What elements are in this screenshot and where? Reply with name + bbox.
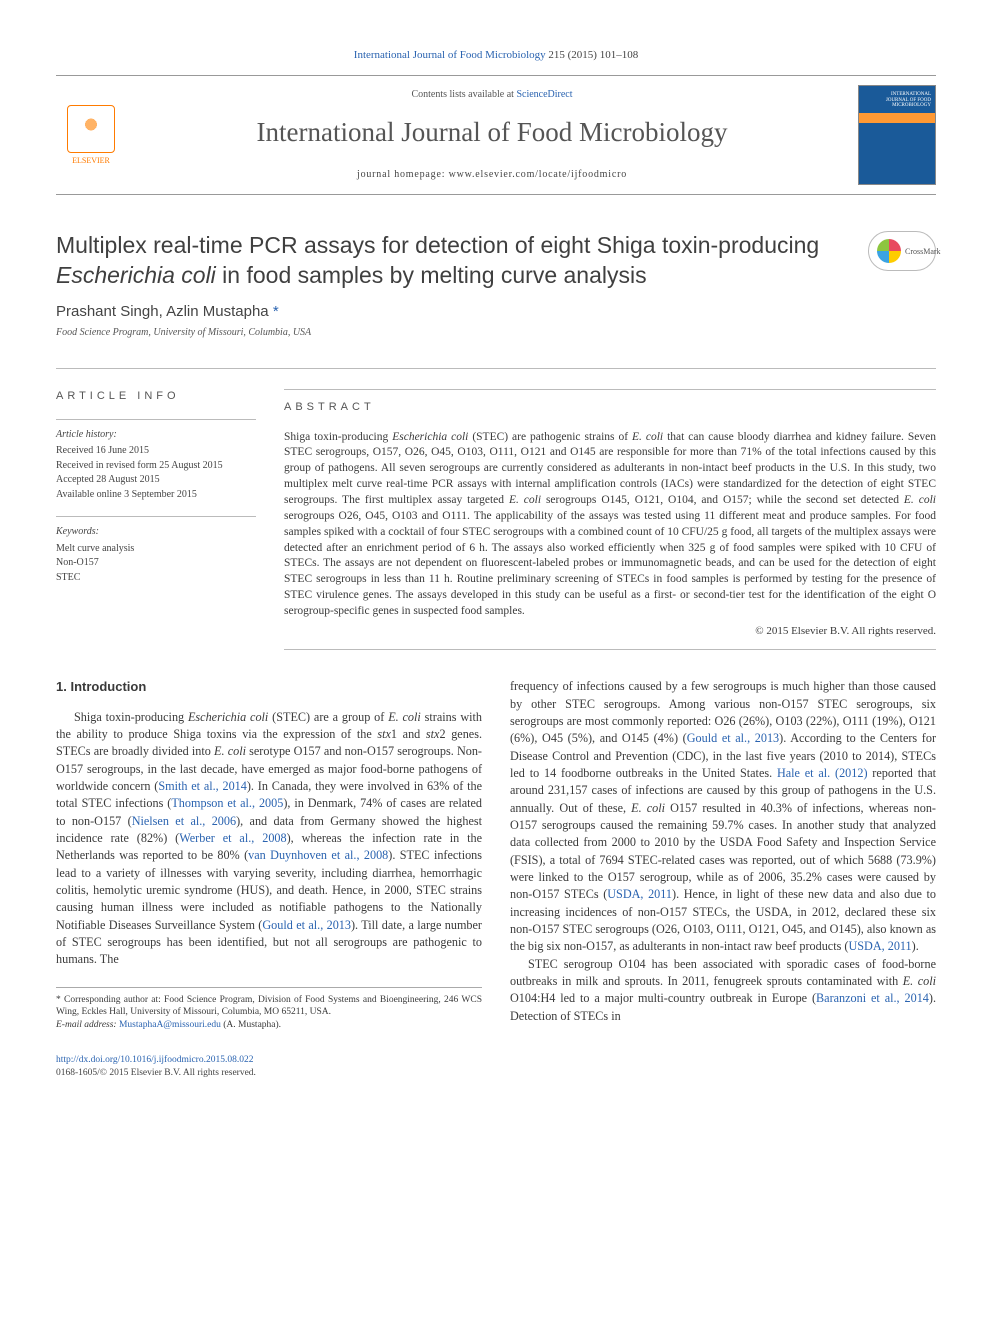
title-pre: Multiplex real-time PCR assays for detec… [56, 232, 819, 258]
email-line: E-mail address: MustaphaA@missouri.edu (… [56, 1019, 482, 1032]
ref-vanduynhoven-2008[interactable]: van Duynhoven et al., 2008 [248, 848, 388, 862]
homepage-url[interactable]: www.elsevier.com/locate/ijfoodmicro [449, 169, 627, 180]
ref-gould-2013a[interactable]: Gould et al., 2013 [262, 918, 351, 932]
b-p1c: (STEC) are a group of [268, 710, 388, 724]
b-p3a: STEC serogroup O104 has been associated … [510, 957, 936, 988]
ref-smith-2014[interactable]: Smith et al., 2014 [158, 779, 247, 793]
journal-cover-thumbnail: INTERNATIONAL JOURNAL OF FOOD MICROBIOLO… [858, 85, 936, 185]
abs-s1: Shiga toxin-producing [284, 431, 392, 443]
abs-s6: E. coli [509, 494, 541, 506]
ref-baranzoni-2014[interactable]: Baranzoni et al., 2014 [816, 991, 929, 1005]
ref-werber-2008[interactable]: Werber et al., 2008 [179, 831, 286, 845]
title-post: in food samples by melting curve analysi… [216, 262, 647, 288]
page-footer: http://dx.doi.org/10.1016/j.ijfoodmicro.… [56, 1054, 936, 1081]
homepage-line: journal homepage: www.elsevier.com/locat… [126, 168, 858, 182]
b-p1i: E. coli [214, 744, 246, 758]
ref-thompson-2005[interactable]: Thompson et al., 2005 [171, 796, 283, 810]
body-p1: Shiga toxin-producing Escherichia coli (… [56, 709, 482, 969]
abstract-copyright: © 2015 Elsevier B.V. All rights reserved… [284, 624, 936, 639]
b-p3c: O104:H4 led to a major multi-country out… [510, 991, 816, 1005]
body-p3: STEC serogroup O104 has been associated … [510, 956, 936, 1025]
b-p1d: E. coli [388, 710, 421, 724]
body-col-left: 1. Introduction Shiga toxin-producing Es… [56, 678, 482, 1032]
b-p2d: E. coli [631, 801, 665, 815]
page: International Journal of Food Microbiolo… [0, 0, 992, 1105]
author-2: Azlin Mustapha [166, 303, 273, 320]
history-accepted: Accepted 28 August 2015 [56, 473, 256, 488]
history-label: Article history: [56, 428, 256, 443]
authors: Prashant Singh, Azlin Mustapha * [56, 301, 936, 322]
introduction-heading: 1. Introduction [56, 678, 482, 696]
citation-journal-link[interactable]: International Journal of Food Microbiolo… [354, 49, 546, 61]
affiliation: Food Science Program, University of Miss… [56, 326, 936, 340]
abs-s3: (STEC) are pathogenic strains of [468, 431, 632, 443]
citation-line: International Journal of Food Microbiolo… [56, 48, 936, 63]
abs-s4: E. coli [632, 431, 663, 443]
article-info-column: article info Article history: Received 1… [56, 389, 256, 650]
article-title: Multiplex real-time PCR assays for detec… [56, 231, 852, 291]
footnotes: * Corresponding author at: Food Science … [56, 987, 482, 1032]
b-p2g: ). [912, 939, 919, 953]
doi-link[interactable]: http://dx.doi.org/10.1016/j.ijfoodmicro.… [56, 1055, 253, 1065]
publisher-name: ELSEVIER [72, 155, 110, 166]
keywords-block: Keywords: Melt curve analysis Non-O157 S… [56, 516, 256, 585]
elsevier-tree-icon [67, 105, 115, 153]
history-revised: Received in revised form 25 August 2015 [56, 459, 256, 474]
abs-s9: serogroups O26, O45, O103 and O111. The … [284, 510, 936, 617]
ref-hale-2012[interactable]: Hale et al. (2012) [777, 766, 868, 780]
abs-s8: E. coli [904, 494, 936, 506]
header-box: ELSEVIER Contents lists available at Sci… [56, 75, 936, 195]
ref-gould-2013b[interactable]: Gould et al., 2013 [687, 731, 779, 745]
citation-vol-pages: 215 (2015) 101–108 [546, 49, 639, 61]
keywords-label: Keywords: [56, 525, 256, 540]
ref-usda-2011b[interactable]: USDA, 2011 [848, 939, 911, 953]
history-online: Available online 3 September 2015 [56, 488, 256, 503]
publisher-logo: ELSEVIER [56, 105, 126, 166]
contents-line: Contents lists available at ScienceDirec… [126, 88, 858, 102]
b-p1g: 1 and [391, 727, 426, 741]
crossmark-badge[interactable]: CrossMark [868, 231, 936, 271]
ref-nielsen-2006[interactable]: Nielsen et al., 2006 [132, 814, 236, 828]
abstract-column: abstract Shiga toxin-producing Escherich… [284, 389, 936, 650]
body-columns: 1. Introduction Shiga toxin-producing Es… [56, 678, 936, 1032]
corresponding-marker: * [273, 303, 279, 320]
b-p1f: stx [377, 727, 391, 741]
author-email[interactable]: MustaphaA@missouri.edu [119, 1020, 221, 1030]
history-received: Received 16 June 2015 [56, 444, 256, 459]
contents-prefix: Contents lists available at [411, 89, 516, 100]
header-center: Contents lists available at ScienceDirec… [126, 88, 858, 182]
body-col-right: frequency of infections caused by a few … [510, 678, 936, 1032]
keyword-2: Non-O157 [56, 556, 256, 571]
email-owner: (A. Mustapha). [221, 1020, 281, 1030]
b-p3b: E. coli [903, 974, 936, 988]
crossmark-icon [877, 239, 901, 263]
author-sep: , [159, 303, 167, 320]
sciencedirect-link[interactable]: ScienceDirect [516, 89, 572, 100]
homepage-label: journal homepage: [357, 169, 449, 180]
email-label: E-mail address: [56, 1020, 119, 1030]
article-history-block: Article history: Received 16 June 2015 R… [56, 419, 256, 503]
journal-title: International Journal of Food Microbiolo… [126, 114, 858, 152]
abstract-body: Shiga toxin-producing Escherichia coli (… [284, 430, 936, 620]
keyword-3: STEC [56, 571, 256, 586]
author-1: Prashant Singh [56, 303, 159, 320]
info-abstract-row: article info Article history: Received 1… [56, 368, 936, 650]
b-p1a: Shiga toxin-producing [74, 710, 188, 724]
b-p1b: Escherichia coli [188, 710, 268, 724]
article-info-heading: article info [56, 389, 256, 404]
crossmark-label: CrossMark [905, 246, 941, 257]
title-italic: Escherichia coli [56, 262, 216, 288]
b-p1g2: stx [426, 727, 440, 741]
abstract-heading: abstract [284, 400, 936, 415]
abs-s2: Escherichia coli [392, 431, 468, 443]
issn-copyright-line: 0168-1605/© 2015 Elsevier B.V. All right… [56, 1067, 936, 1080]
keyword-1: Melt curve analysis [56, 542, 256, 557]
ref-usda-2011a[interactable]: USDA, 2011 [607, 887, 672, 901]
corresponding-author-note: * Corresponding author at: Food Science … [56, 994, 482, 1020]
cover-orange-bar [859, 113, 935, 123]
cover-line3: MICROBIOLOGY [859, 103, 935, 109]
abs-s7: serogroups O145, O121, O104, and O157; w… [541, 494, 904, 506]
title-row: Multiplex real-time PCR assays for detec… [56, 231, 936, 291]
body-p2: frequency of infections caused by a few … [510, 678, 936, 955]
